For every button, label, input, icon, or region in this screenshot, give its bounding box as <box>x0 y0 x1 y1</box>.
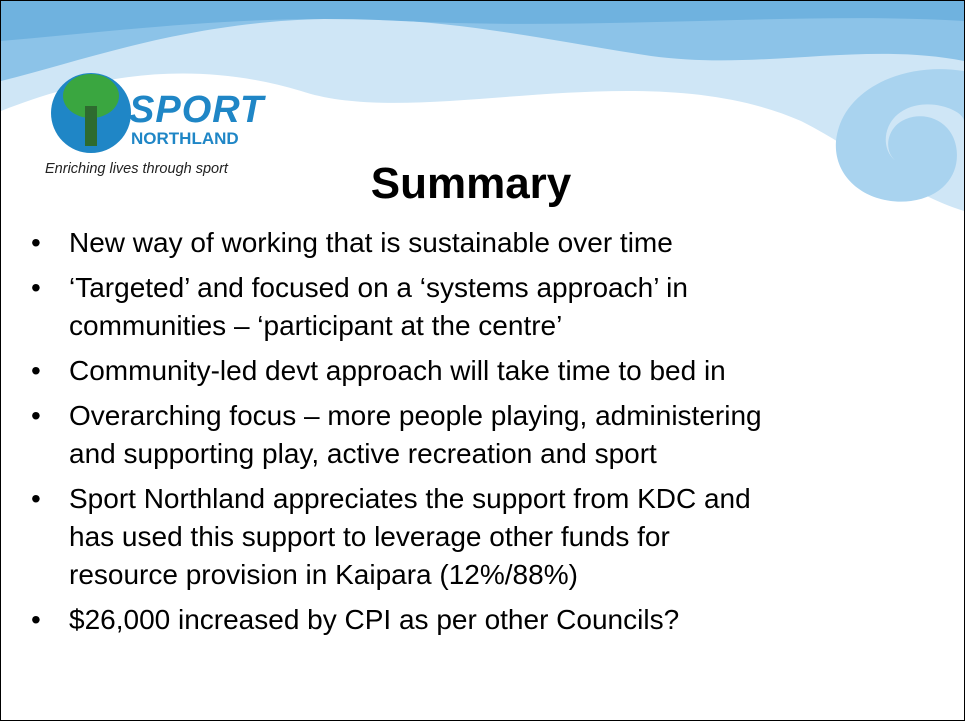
bullet-dot: • <box>31 227 41 259</box>
bullet-dot: • <box>31 272 41 304</box>
bullet-text: and supporting play, active recreation a… <box>69 438 657 470</box>
bullet-text: communities – ‘participant at the centre… <box>69 310 562 342</box>
bullet-text: Sport Northland appreciates the support … <box>69 483 751 515</box>
bullet-text: Community-led devt approach will take ti… <box>69 355 726 387</box>
bullet-text: New way of working that is sustainable o… <box>69 227 673 259</box>
bullet-text: $26,000 increased by CPI as per other Co… <box>69 604 679 636</box>
bullet-text: has used this support to leverage other … <box>69 521 670 553</box>
bullet-dot: • <box>31 604 41 636</box>
slide: SPORT NORTHLAND Enriching lives through … <box>0 0 965 721</box>
logo-name: SPORT <box>129 89 264 132</box>
logo-region: NORTHLAND <box>131 129 239 149</box>
bullet-text: ‘Targeted’ and focused on a ‘systems app… <box>69 272 688 304</box>
bullet-dot: • <box>31 355 41 387</box>
bullet-text: Overarching focus – more people playing,… <box>69 400 762 432</box>
slide-title: Summary <box>1 159 941 209</box>
bullet-text: resource provision in Kaipara (12%/88%) <box>69 559 578 591</box>
bullet-dot: • <box>31 483 41 515</box>
bullet-dot: • <box>31 400 41 432</box>
